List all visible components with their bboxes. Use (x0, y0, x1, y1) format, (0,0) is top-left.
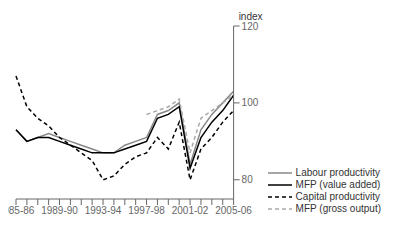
svg-text:2005-06: 2005-06 (215, 205, 252, 216)
svg-text:1989-90: 1989-90 (41, 205, 78, 216)
svg-text:1997-98: 1997-98 (128, 205, 165, 216)
svg-text:120: 120 (242, 21, 259, 32)
svg-text:1993-94: 1993-94 (85, 205, 122, 216)
svg-text:index: index (239, 11, 263, 22)
svg-text:2001-02: 2001-02 (172, 205, 209, 216)
html-text:Capital productivity: Capital productivity (295, 191, 381, 202)
html-text:MFP (value added): MFP (value added) (295, 179, 381, 190)
html-text:MFP (gross output): MFP (gross output) (295, 203, 381, 214)
svg-text:100: 100 (242, 97, 259, 108)
svg-text:1985-86: 1985-86 (8, 205, 35, 216)
html-text:Labour productivity: Labour productivity (295, 167, 381, 178)
svg-text:80: 80 (242, 174, 254, 185)
